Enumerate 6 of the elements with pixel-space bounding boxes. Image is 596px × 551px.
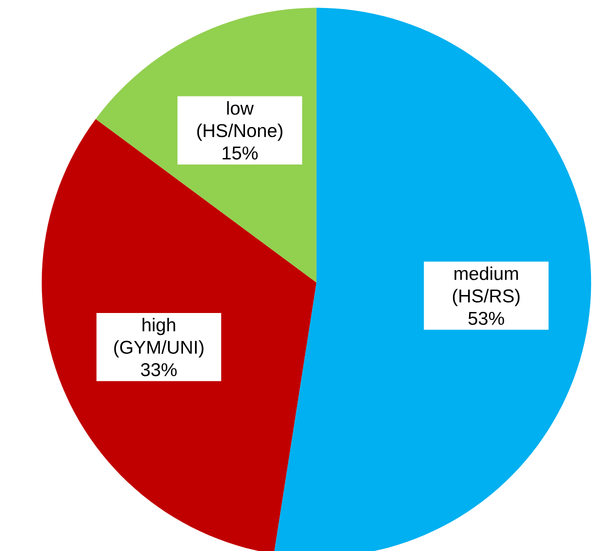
data-label: 15%	[222, 146, 258, 160]
slice-label: high (GYM/UNI)	[114, 318, 204, 358]
data-label: 53%	[468, 312, 504, 325]
data-label: 33%	[141, 362, 177, 376]
slice-label: low (HS/None)	[197, 101, 282, 141]
slice-label: medium (HS/RS)	[452, 266, 520, 306]
